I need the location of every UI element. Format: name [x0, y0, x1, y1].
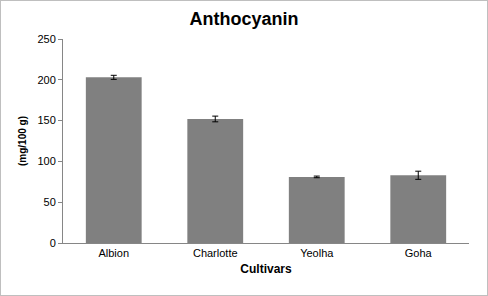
- svg-text:200: 200: [37, 74, 55, 86]
- svg-text:100: 100: [37, 155, 55, 167]
- svg-text:250: 250: [37, 33, 55, 45]
- svg-text:(mg/100 g): (mg/100 g): [17, 116, 28, 166]
- svg-text:Albion: Albion: [98, 247, 129, 259]
- svg-text:Goha: Goha: [405, 247, 433, 259]
- svg-text:Charlotte: Charlotte: [193, 247, 238, 259]
- svg-text:150: 150: [37, 114, 55, 126]
- svg-text:Yeolha: Yeolha: [300, 247, 334, 259]
- svg-text:0: 0: [50, 237, 56, 249]
- svg-text:50: 50: [44, 196, 56, 208]
- svg-text:Anthocyanin: Anthocyanin: [189, 9, 298, 29]
- svg-text:Cultivars: Cultivars: [240, 262, 292, 276]
